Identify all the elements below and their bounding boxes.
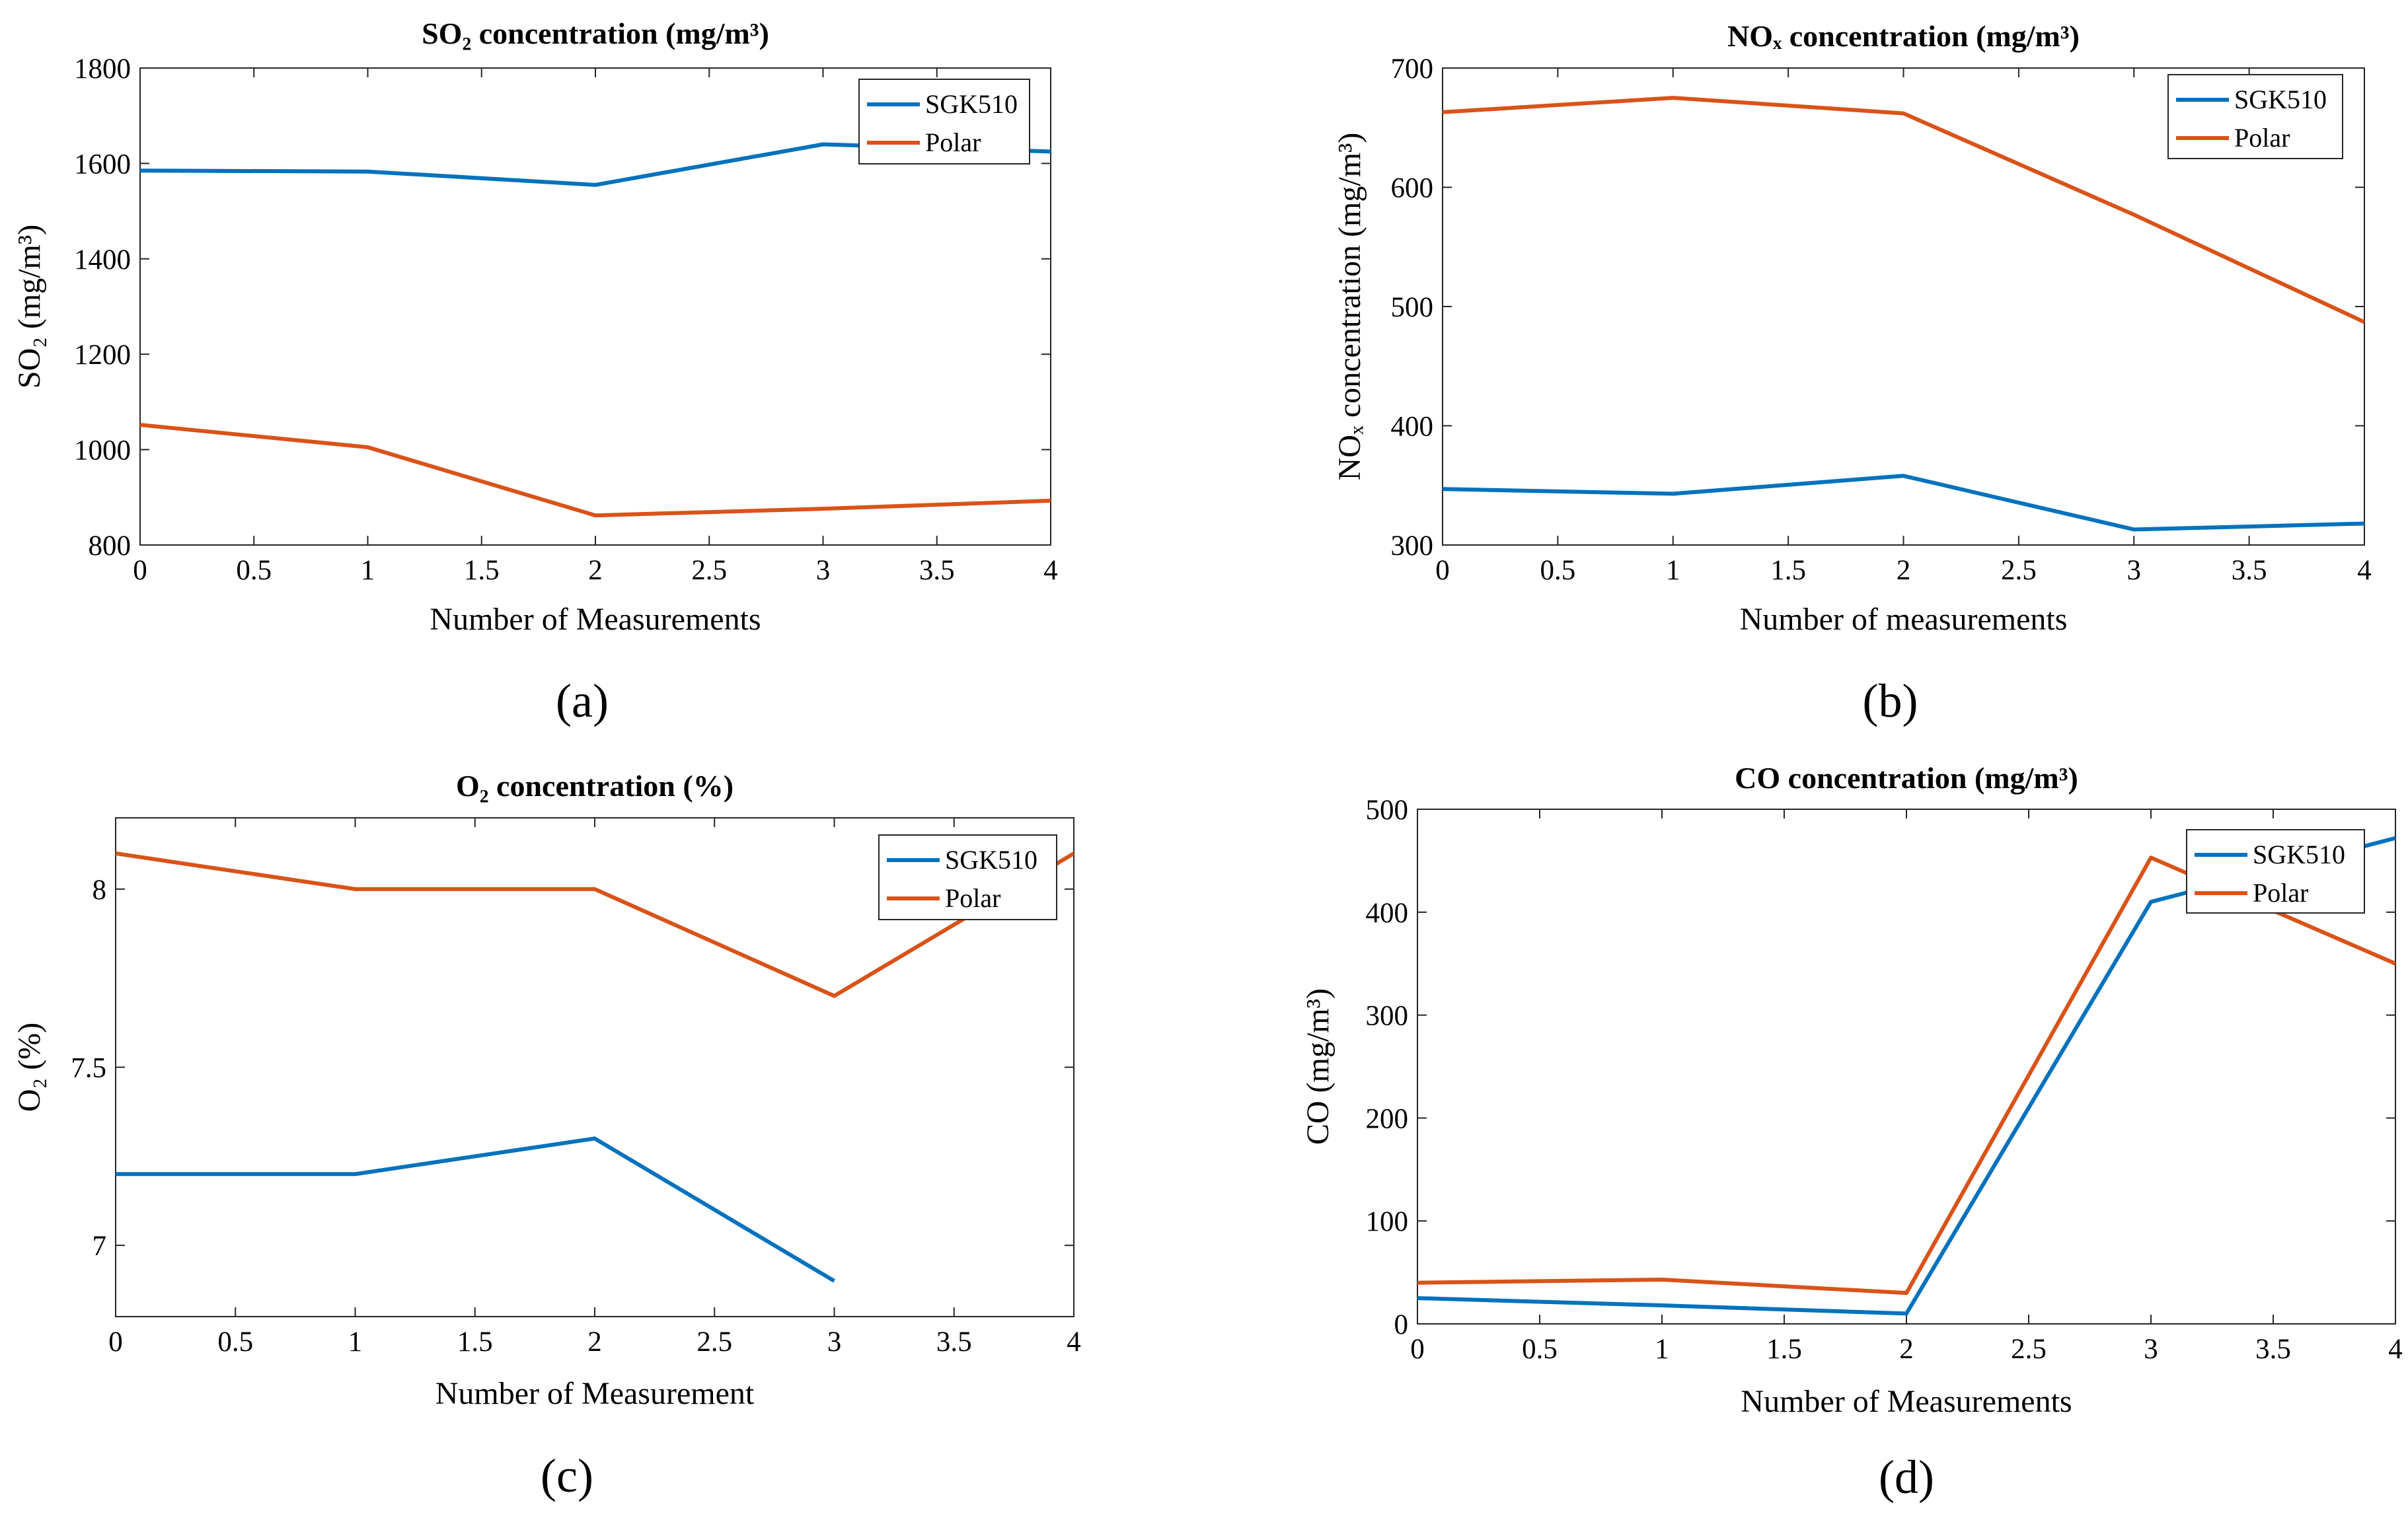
x-tick-label: 0 [1435,555,1450,586]
x-tick-label: 3.5 [2255,1334,2291,1365]
legend-label: SGK510 [925,89,1018,119]
legend: SGK510 Polar [858,79,1030,164]
y-tick-label: 1600 [74,149,131,180]
panel-label: (c) [541,1449,593,1502]
legend-label: SGK510 [2234,85,2327,114]
x-tick-label: 4 [2388,1334,2403,1365]
y-tick-label: 400 [1366,898,1409,929]
x-tick-label: 2.5 [691,555,727,586]
x-tick-label: 4 [2357,555,2372,586]
legend-label: Polar [925,127,981,157]
x-tick-label: 1.5 [1770,555,1806,586]
chart-panel-d: 0 0.5 1 1.5 2 2.5 3 3.5 4 0 100 200 300 400 500 CO conc… [1300,761,2403,1504]
legend-label: Polar [2253,878,2308,908]
y-tick-label: 1400 [74,244,131,275]
y-tick-label: 800 [89,530,132,562]
series-line-polar [140,423,1051,518]
legend-box [878,834,1057,920]
legend-box [858,79,1030,164]
x-tick-label: 2 [1899,1334,1914,1365]
y-tick-label: 300 [1366,1001,1409,1032]
x-tick-label: 0 [108,1327,123,1358]
y-tick-label: 600 [1391,173,1434,204]
chart-title: NOₓ concentration (mg/m³) [1727,19,2080,53]
y-tick-label: 7 [93,1231,107,1262]
x-tick-label: 2.5 [2011,1334,2047,1365]
x-tick-label: 3.5 [919,555,955,586]
legend: SGK510 Polar [2186,829,2365,914]
y-tick-label: 400 [1391,412,1434,443]
y-tick-label: 1800 [74,54,131,85]
y-axis-label: CO (mg/m³) [1300,988,1336,1145]
x-tick-label: 0.5 [1540,555,1576,586]
legend-label: Polar [945,883,1000,913]
series-line-polar [116,851,1074,998]
x-tick-label: 3 [827,1327,842,1358]
series-line-sgk510 [1443,474,2364,532]
x-tick-label: 3.5 [936,1327,972,1358]
y-axis-label: NOₓ concentration (mg/m³) [1332,133,1367,481]
x-tick-label: 2.5 [696,1327,732,1358]
x-tick-label: 1.5 [464,555,500,586]
legend-box [2167,74,2343,159]
x-tick-label: 1.5 [457,1327,493,1358]
chart-panel-c: 0 0.5 1 1.5 2 2.5 3 3.5 4 7 7.5 8 O₂ concentration (… [12,769,1081,1502]
x-tick-label: 2.5 [2001,555,2037,586]
chart-panel-b: 0 0.5 1 1.5 2 2.5 3 3.5 4 300 400 500 600 700 NOₓ conc… [1332,19,2372,727]
y-tick-label: 700 [1391,54,1434,85]
x-tick-label: 0 [1410,1334,1425,1365]
chart-title: CO concentration (mg/m³) [1735,761,2078,795]
series-line-polar [1443,96,2364,324]
y-tick-label: 300 [1391,530,1434,562]
x-tick-label: 3 [2127,555,2142,586]
x-tick-label: 3.5 [2232,555,2267,586]
x-axis-label: Number of Measurements [1741,1384,2072,1419]
y-axis-label: O₂ (%) [12,1023,47,1112]
x-axis-label: Number of Measurement [435,1376,755,1411]
legend-label: SGK510 [945,845,1037,875]
x-tick-label: 0.5 [217,1327,253,1358]
legend: SGK510 Polar [2167,74,2343,159]
legend: SGK510 Polar [878,834,1057,920]
y-tick-label: 1200 [74,340,131,371]
x-tick-label: 0.5 [1522,1334,1558,1365]
x-tick-label: 3 [2144,1334,2158,1365]
y-tick-label: 0 [1394,1309,1409,1340]
y-tick-label: 500 [1391,292,1434,323]
x-tick-label: 1 [1666,555,1680,586]
x-tick-label: 4 [1067,1327,1081,1358]
x-tick-label: 2 [1897,555,1911,586]
legend-label: Polar [2234,123,2290,153]
y-tick-label: 500 [1366,795,1409,826]
x-tick-label: 0 [133,555,147,586]
x-axis-label: Number of measurements [1740,602,2068,637]
chart-title: SO₂ concentration (mg/m³) [422,17,769,50]
x-tick-label: 4 [1043,555,1058,586]
y-tick-label: 200 [1366,1103,1409,1134]
x-tick-label: 1 [348,1327,363,1358]
panel-label: (a) [556,674,609,727]
y-tick-label: 8 [93,875,107,906]
y-axis-label: SO₂ (mg/m³) [12,225,47,388]
series-line-polar [1417,855,2395,1295]
chart-panel-a: 0 0.5 1 1.5 2 2.5 3 3.5 4 800 1000 1200 1400 1600 1800… [12,17,1058,727]
series-line-sgk510 [116,1136,836,1283]
panel-label: (b) [1863,674,1918,727]
y-tick-label: 100 [1366,1206,1409,1237]
chart-title: O₂ concentration (%) [456,769,734,803]
legend-label: SGK510 [2253,840,2345,869]
y-tick-label: 1000 [74,435,131,466]
x-tick-label: 1 [361,555,375,586]
x-tick-label: 0.5 [236,555,272,586]
panel-label: (d) [1879,1451,1934,1504]
legend-box [2186,829,2365,914]
x-axis-label: Number of Measurements [430,602,761,637]
x-tick-label: 1.5 [1766,1334,1802,1365]
x-tick-label: 2 [588,555,603,586]
y-tick-label: 7.5 [71,1053,106,1084]
x-tick-label: 1 [1655,1334,1669,1365]
x-tick-label: 3 [816,555,831,586]
x-tick-label: 2 [587,1327,602,1358]
